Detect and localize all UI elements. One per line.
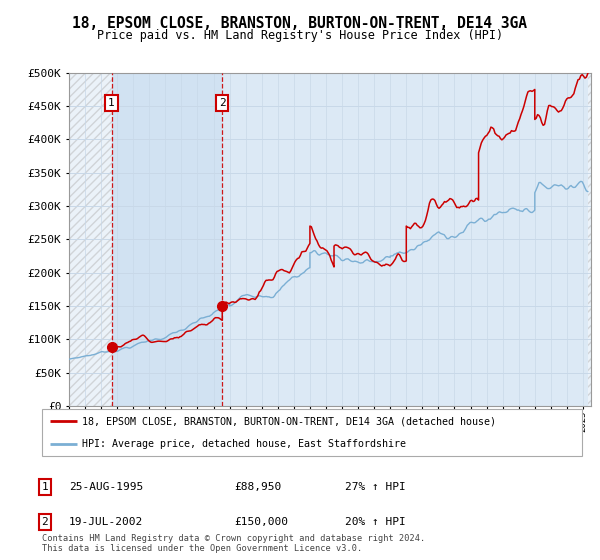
Text: 20% ↑ HPI: 20% ↑ HPI <box>345 517 406 527</box>
Text: HPI: Average price, detached house, East Staffordshire: HPI: Average price, detached house, East… <box>83 439 407 449</box>
Bar <box>112 73 222 406</box>
FancyBboxPatch shape <box>42 409 582 456</box>
Text: 2: 2 <box>219 98 226 108</box>
Text: 25-AUG-1995: 25-AUG-1995 <box>69 482 143 492</box>
Text: 2: 2 <box>41 517 49 527</box>
Text: £150,000: £150,000 <box>234 517 288 527</box>
Bar <box>69 73 112 406</box>
Text: 1: 1 <box>41 482 49 492</box>
Text: 1: 1 <box>108 98 115 108</box>
Text: £88,950: £88,950 <box>234 482 281 492</box>
Bar <box>588 73 591 406</box>
Text: 18, EPSOM CLOSE, BRANSTON, BURTON-ON-TRENT, DE14 3GA: 18, EPSOM CLOSE, BRANSTON, BURTON-ON-TRE… <box>73 16 527 31</box>
Text: Contains HM Land Registry data © Crown copyright and database right 2024.
This d: Contains HM Land Registry data © Crown c… <box>42 534 425 553</box>
Text: 19-JUL-2002: 19-JUL-2002 <box>69 517 143 527</box>
Text: Price paid vs. HM Land Registry's House Price Index (HPI): Price paid vs. HM Land Registry's House … <box>97 29 503 42</box>
Text: 18, EPSOM CLOSE, BRANSTON, BURTON-ON-TRENT, DE14 3GA (detached house): 18, EPSOM CLOSE, BRANSTON, BURTON-ON-TRE… <box>83 416 497 426</box>
Text: 27% ↑ HPI: 27% ↑ HPI <box>345 482 406 492</box>
